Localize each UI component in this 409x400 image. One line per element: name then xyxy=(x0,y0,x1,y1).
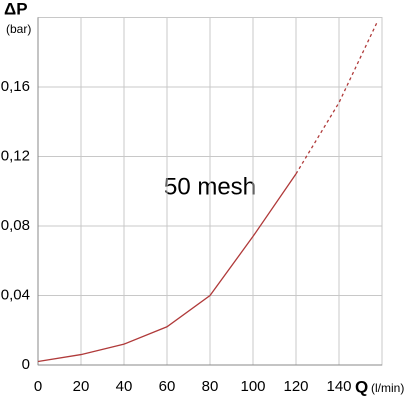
y-tick-label: 0 xyxy=(22,356,30,373)
x-tick-label: 120 xyxy=(283,378,308,395)
x-tick-label: 40 xyxy=(116,378,133,395)
y-tick-label: 0,08 xyxy=(1,217,30,234)
y-tick-label: 0,12 xyxy=(1,147,30,164)
x-tick-label: 20 xyxy=(73,378,90,395)
x-axis-unit: (l/min) xyxy=(371,381,404,395)
x-axis-label: Q xyxy=(355,377,368,396)
y-axis-label: ΔP xyxy=(4,0,28,18)
x-tick-label: 80 xyxy=(202,378,219,395)
y-axis-unit: (bar) xyxy=(6,22,31,36)
data-line xyxy=(37,173,297,363)
x-tick-label: 140 xyxy=(326,378,351,395)
x-tick-label: 0 xyxy=(34,378,42,395)
x-tick-label: 100 xyxy=(240,378,265,395)
y-tick-label: 0,04 xyxy=(1,286,30,303)
data-line xyxy=(295,20,379,175)
x-tick-label: 60 xyxy=(159,378,176,395)
y-tick-label: 0,16 xyxy=(1,78,30,95)
